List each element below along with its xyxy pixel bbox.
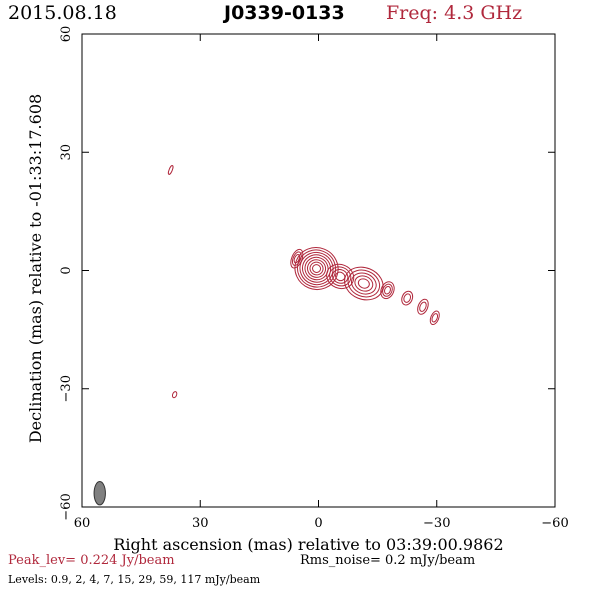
contour-level-4-1 — [290, 248, 304, 269]
contour-level-2-3 — [332, 269, 349, 284]
x-tick-label: 60 — [74, 516, 91, 531]
frequency-label: Freq: 4.3 GHz — [386, 2, 523, 24]
y-tick-label: 0 — [59, 266, 74, 274]
contour-level-1-6 — [306, 259, 327, 278]
x-tick-label: −30 — [423, 516, 450, 531]
observation-date: 2015.08.18 — [8, 2, 117, 24]
x-axis-label: Right ascension (mas) relative to 03:39:… — [113, 535, 503, 554]
contour-level-3-3 — [350, 272, 377, 295]
contour-level-1-1 — [294, 247, 339, 291]
contour-level-4-3 — [293, 254, 300, 264]
y-tick-label: 60 — [59, 26, 74, 43]
contour-level-6-1 — [401, 290, 414, 306]
contour-level-10-1 — [171, 391, 178, 399]
contour-level-2-1 — [326, 263, 355, 290]
y-tick-label: −60 — [59, 493, 74, 520]
beam-ellipse — [93, 480, 106, 506]
source-name: J0339-0133 — [224, 2, 345, 24]
plot-frame — [81, 33, 556, 508]
contour-level-4-2 — [291, 251, 302, 266]
contour-level-3-2 — [347, 269, 381, 298]
rms-noise: Rms_noise= 0.2 mJy/beam — [300, 553, 476, 568]
contour-level-5-3 — [384, 285, 391, 295]
x-tick-label: 30 — [192, 516, 209, 531]
contour-level-2-2 — [329, 266, 352, 287]
contour-levels: Levels: 0.9, 2, 4, 7, 15, 29, 59, 117 mJ… — [8, 573, 261, 586]
contour-level-8-2 — [431, 313, 439, 323]
y-tick-label: 30 — [59, 144, 74, 161]
contour-level-1-2 — [296, 249, 337, 288]
contour-level-8-1 — [429, 310, 440, 326]
contour-level-1-8 — [312, 264, 322, 273]
contour-level-5-1 — [380, 281, 395, 300]
contour-level-5-2 — [382, 283, 393, 297]
contour-level-3-4 — [354, 275, 374, 292]
x-tick-label: 0 — [314, 516, 322, 531]
peak-level: Peak_lev= 0.224 Jy/beam — [8, 553, 175, 568]
contour-level-7-1 — [417, 298, 429, 315]
x-tick-label: −60 — [541, 516, 568, 531]
contour-level-7-2 — [419, 301, 427, 312]
contour-level-9-1 — [167, 165, 174, 175]
contour-level-1-7 — [309, 261, 324, 276]
contour-level-3-1 — [344, 266, 384, 301]
contour-level-6-2 — [403, 293, 412, 303]
y-axis-label: Declination (mas) relative to -01:33:17.… — [26, 94, 45, 443]
y-tick-label: −30 — [59, 375, 74, 402]
contour-level-3-5 — [357, 278, 370, 289]
